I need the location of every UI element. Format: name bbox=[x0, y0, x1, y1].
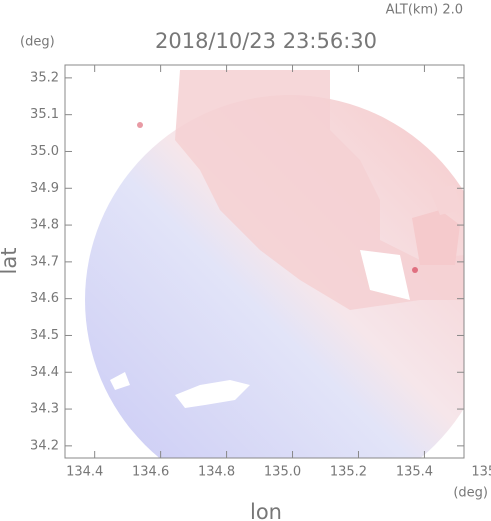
y-tick-label: 34.3 bbox=[30, 402, 59, 417]
y-tick-label: 35.1 bbox=[30, 107, 59, 122]
velocity-field bbox=[85, 70, 464, 458]
y-tick-label: 35.0 bbox=[30, 144, 59, 159]
x-tick-label: 135.0 bbox=[264, 465, 301, 480]
x-tick-label: 135.2 bbox=[330, 465, 367, 480]
y-axis-label: lat bbox=[0, 248, 21, 275]
y-tick-label: 34.9 bbox=[30, 181, 59, 196]
x-tick-label: 134.6 bbox=[132, 465, 169, 480]
y-tick-label: 34.2 bbox=[30, 438, 59, 453]
x-tick-label: 134.8 bbox=[198, 465, 235, 480]
x-tick-label: 135.6 bbox=[471, 465, 491, 480]
y-tick-label: 34.4 bbox=[30, 365, 59, 380]
y-tick-label: 34.5 bbox=[30, 328, 59, 343]
chart-title: 2018/10/23 23:56:30 bbox=[155, 29, 377, 53]
y-tick-label: 34.8 bbox=[30, 218, 59, 233]
y-tick-label: 34.7 bbox=[30, 254, 59, 269]
x-unit: (deg) bbox=[453, 486, 488, 501]
y-tick-label: 34.6 bbox=[30, 291, 59, 306]
y-tick-label: 35.2 bbox=[30, 70, 59, 85]
x-axis-label: lon bbox=[250, 500, 282, 521]
x-tick-label: 135.4 bbox=[396, 465, 433, 480]
y-unit: (deg) bbox=[20, 35, 55, 50]
altitude-label: ALT(km) 2.0 bbox=[386, 3, 463, 18]
x-tick-label: 134.4 bbox=[66, 465, 103, 480]
